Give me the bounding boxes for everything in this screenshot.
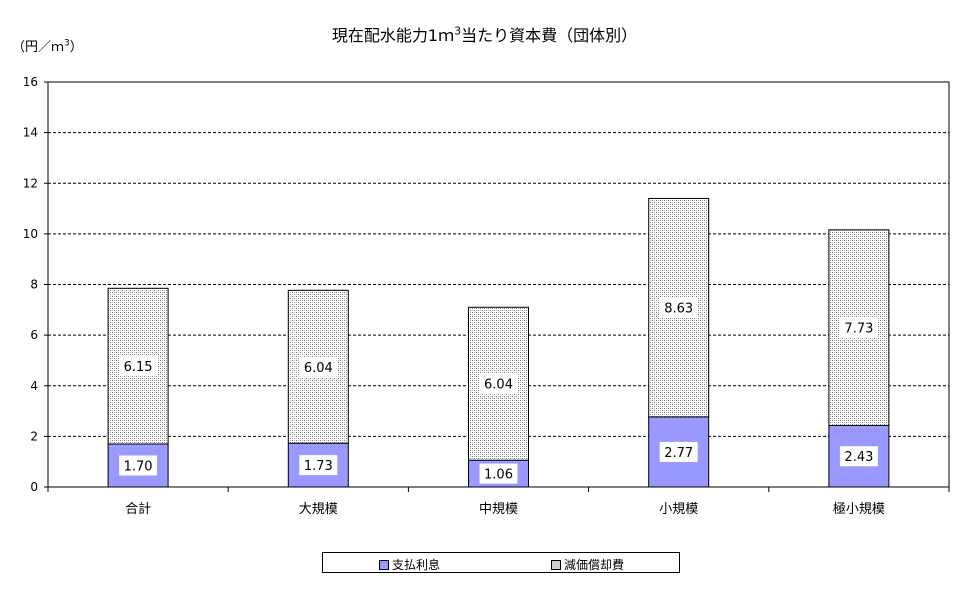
legend-label-interest: 支払利息 bbox=[392, 558, 441, 572]
data-label: 1.06 bbox=[484, 468, 513, 483]
data-label-box bbox=[839, 317, 878, 338]
x-tick-label: 極小規模 bbox=[833, 501, 885, 517]
data-label: 2.77 bbox=[664, 446, 693, 461]
data-label: 7.73 bbox=[844, 322, 873, 337]
y-tick-label: 16 bbox=[23, 75, 38, 89]
data-label-box bbox=[299, 356, 338, 377]
data-label: 2.43 bbox=[844, 450, 873, 465]
data-label-box bbox=[119, 455, 158, 476]
data-label-box bbox=[119, 356, 158, 377]
data-label-box bbox=[659, 441, 698, 462]
legend: 支払利息 減価償却費 bbox=[322, 552, 680, 573]
x-tick-label: 小規模 bbox=[659, 502, 698, 517]
legend-swatch-interest bbox=[379, 559, 389, 570]
y-tick-label: 6 bbox=[30, 328, 38, 342]
y-tick-label: 2 bbox=[30, 429, 38, 443]
chart-title: 現在配水能力1ｍ3当たり資本費（団体別） bbox=[331, 24, 638, 45]
legend-swatch-depreciation bbox=[551, 559, 561, 570]
y-tick-label: 4 bbox=[30, 379, 38, 393]
data-label: 1.73 bbox=[304, 459, 333, 474]
data-label: 6.15 bbox=[124, 360, 153, 375]
data-label-box bbox=[479, 463, 518, 484]
data-label-box bbox=[659, 297, 698, 318]
x-tick-label: 合計 bbox=[125, 501, 151, 517]
y-tick-label: 10 bbox=[23, 227, 38, 241]
y-tick-label: 14 bbox=[23, 126, 38, 140]
x-tick-label: 中規模 bbox=[479, 502, 518, 517]
y-tick-label: 8 bbox=[30, 278, 38, 292]
legend-label-depreciation: 減価償却費 bbox=[564, 558, 625, 572]
data-label: 6.04 bbox=[484, 378, 513, 393]
x-tick-label: 大規模 bbox=[299, 502, 338, 517]
y-tick-label: 12 bbox=[23, 176, 38, 190]
data-label: 8.63 bbox=[664, 302, 693, 317]
legend-item-depreciation: 減価償却費 bbox=[551, 556, 624, 573]
data-label-box bbox=[479, 373, 518, 394]
data-label: 6.04 bbox=[304, 361, 333, 376]
legend-item-interest: 支払利息 bbox=[379, 556, 440, 573]
y-axis-unit-label: （円／ｍ3） bbox=[12, 38, 83, 55]
data-label: 1.70 bbox=[124, 459, 153, 474]
y-tick-label: 0 bbox=[30, 480, 38, 494]
data-label-box bbox=[839, 446, 878, 467]
data-label-box bbox=[299, 455, 338, 476]
